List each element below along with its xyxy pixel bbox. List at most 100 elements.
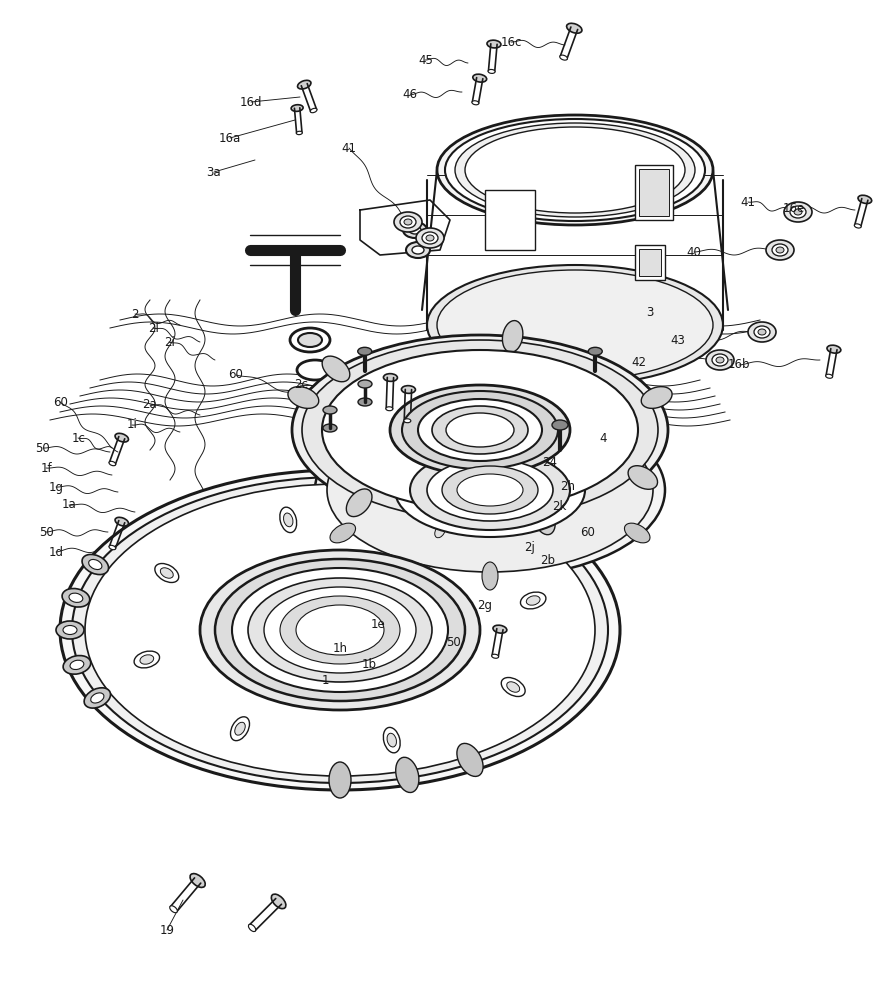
Text: 46: 46 (402, 89, 417, 102)
Text: 16d: 16d (239, 96, 263, 108)
Ellipse shape (62, 589, 90, 607)
Ellipse shape (384, 727, 400, 753)
Ellipse shape (60, 470, 620, 790)
Text: 19: 19 (160, 924, 174, 936)
Ellipse shape (641, 387, 672, 408)
Ellipse shape (323, 406, 337, 414)
Ellipse shape (409, 226, 421, 234)
Ellipse shape (109, 545, 116, 550)
Ellipse shape (748, 322, 776, 342)
Ellipse shape (248, 924, 255, 932)
Text: 1h: 1h (333, 642, 347, 654)
Text: 40: 40 (687, 245, 701, 258)
Ellipse shape (63, 656, 91, 674)
Text: 2c: 2c (294, 378, 308, 391)
Ellipse shape (437, 115, 713, 225)
Ellipse shape (758, 329, 766, 335)
Text: 1g: 1g (49, 481, 63, 493)
Ellipse shape (358, 380, 372, 388)
Ellipse shape (432, 406, 528, 454)
Ellipse shape (288, 387, 319, 408)
Ellipse shape (794, 209, 802, 215)
Ellipse shape (827, 345, 841, 353)
Ellipse shape (390, 385, 570, 475)
Ellipse shape (772, 244, 788, 256)
Ellipse shape (854, 224, 862, 228)
Text: 41: 41 (740, 196, 755, 209)
Ellipse shape (231, 717, 249, 741)
Text: 16a: 16a (219, 131, 240, 144)
Ellipse shape (567, 23, 582, 33)
Ellipse shape (271, 894, 286, 909)
Ellipse shape (404, 219, 412, 225)
Bar (635, 245, 665, 280)
Ellipse shape (400, 216, 416, 228)
Ellipse shape (232, 568, 448, 692)
Ellipse shape (427, 459, 553, 521)
Text: 2j: 2j (524, 540, 535, 554)
Ellipse shape (291, 105, 303, 111)
Ellipse shape (446, 413, 514, 447)
Ellipse shape (215, 559, 465, 701)
Ellipse shape (776, 247, 784, 253)
Ellipse shape (190, 874, 206, 887)
Ellipse shape (404, 419, 411, 423)
Ellipse shape (296, 605, 384, 655)
Ellipse shape (457, 743, 483, 776)
Ellipse shape (296, 131, 303, 135)
Ellipse shape (91, 693, 104, 703)
Ellipse shape (322, 356, 350, 382)
Text: 1b: 1b (362, 658, 376, 672)
Ellipse shape (625, 523, 650, 543)
Text: 43: 43 (671, 334, 685, 347)
Text: 41: 41 (342, 141, 356, 154)
Text: 1a: 1a (62, 498, 77, 512)
Text: 2l: 2l (148, 322, 158, 334)
Ellipse shape (418, 399, 542, 461)
Ellipse shape (406, 242, 430, 258)
Ellipse shape (384, 374, 398, 381)
Ellipse shape (297, 80, 311, 89)
Ellipse shape (292, 335, 668, 525)
Ellipse shape (280, 596, 400, 664)
Ellipse shape (248, 578, 432, 682)
Text: 1d: 1d (49, 546, 63, 558)
Ellipse shape (69, 593, 83, 602)
Ellipse shape (298, 333, 322, 347)
Ellipse shape (533, 504, 555, 535)
Bar (635, 165, 673, 220)
Text: 16e: 16e (783, 202, 805, 215)
Text: 1e: 1e (371, 618, 385, 632)
Ellipse shape (491, 654, 498, 658)
Ellipse shape (401, 386, 416, 393)
Ellipse shape (315, 402, 665, 578)
Ellipse shape (625, 437, 650, 457)
Text: 2h: 2h (561, 481, 575, 493)
Ellipse shape (140, 655, 154, 664)
Ellipse shape (323, 424, 337, 432)
Text: 50: 50 (447, 637, 461, 650)
Text: 24: 24 (543, 456, 557, 468)
Ellipse shape (70, 660, 84, 670)
Text: 1: 1 (322, 674, 329, 686)
Ellipse shape (85, 484, 595, 776)
Ellipse shape (394, 212, 422, 232)
Ellipse shape (403, 222, 427, 238)
Ellipse shape (521, 592, 546, 609)
Ellipse shape (410, 450, 570, 530)
Ellipse shape (431, 519, 449, 543)
Ellipse shape (82, 554, 109, 575)
Ellipse shape (712, 354, 728, 366)
Ellipse shape (109, 461, 116, 466)
Ellipse shape (322, 350, 638, 510)
Ellipse shape (311, 108, 317, 113)
Ellipse shape (493, 625, 506, 633)
Ellipse shape (115, 433, 128, 442)
Text: 3: 3 (646, 306, 653, 318)
Ellipse shape (826, 374, 833, 378)
Ellipse shape (588, 347, 603, 355)
Ellipse shape (200, 550, 480, 710)
Bar (485, 190, 535, 250)
Ellipse shape (72, 477, 608, 783)
Ellipse shape (396, 757, 419, 793)
